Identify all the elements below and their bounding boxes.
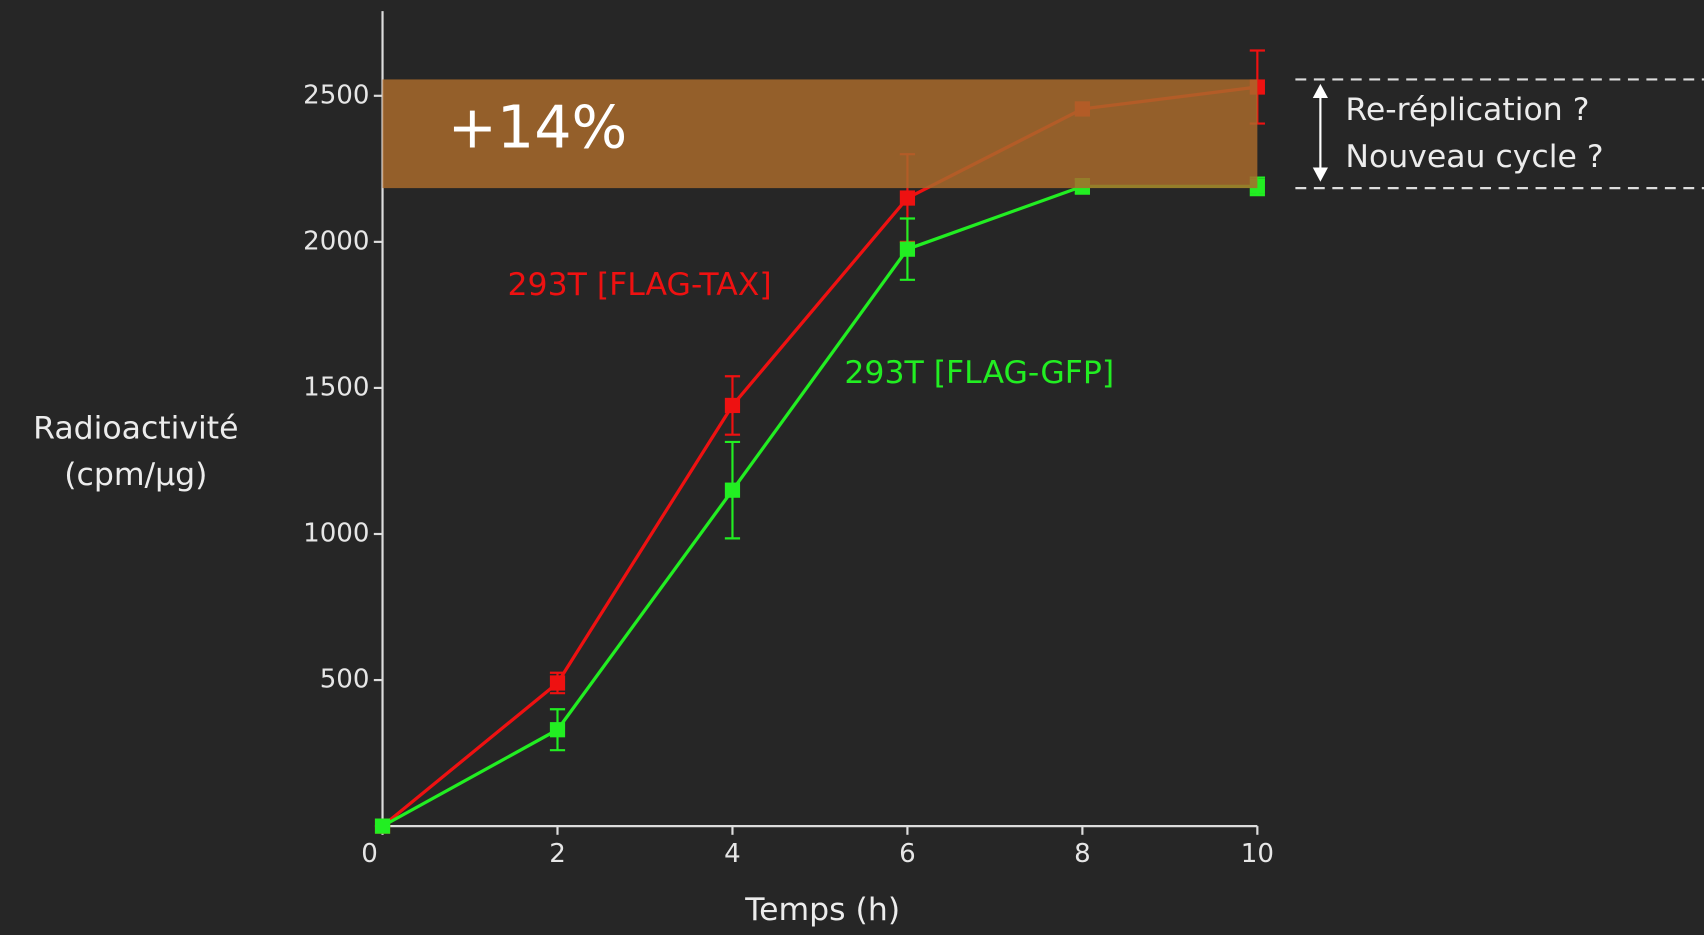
band	[382, 79, 1258, 189]
y-tick-label: 2500	[303, 80, 369, 110]
annotation: Nouveau cycle ?	[1345, 139, 1603, 175]
x-tick-label: 8	[1074, 839, 1091, 869]
marker	[549, 675, 566, 691]
y-axis-label: Radioactivité	[33, 410, 238, 446]
y-tick-label: 2000	[303, 226, 369, 256]
y-tick-label: 1500	[303, 372, 369, 402]
x-tick-label: 4	[724, 839, 741, 869]
marker	[549, 722, 566, 738]
y-tick-label: 1000	[303, 518, 369, 548]
x-axis-label: Temps (h)	[744, 892, 900, 928]
series-line	[381, 85, 1258, 828]
x-tick-label: 2	[549, 839, 566, 869]
double-arrow	[1312, 83, 1328, 182]
x-tick-label: 0	[361, 839, 378, 869]
annotation: Re-réplication ?	[1345, 92, 1589, 128]
marker	[724, 482, 741, 498]
series-label: 293T [FLAG-GFP]	[844, 355, 1114, 391]
x-tick-label: 6	[899, 839, 916, 869]
series-label: 293T [FLAG-TAX]	[508, 267, 772, 303]
x-tick-label: 10	[1241, 839, 1274, 869]
y-tick-label: 500	[320, 665, 370, 695]
marker	[374, 818, 391, 834]
band-label: +14%	[448, 94, 628, 162]
marker	[724, 397, 741, 414]
marker	[899, 241, 916, 257]
y-axis-label: (cpm/µg)	[64, 457, 207, 493]
marker	[899, 190, 916, 206]
